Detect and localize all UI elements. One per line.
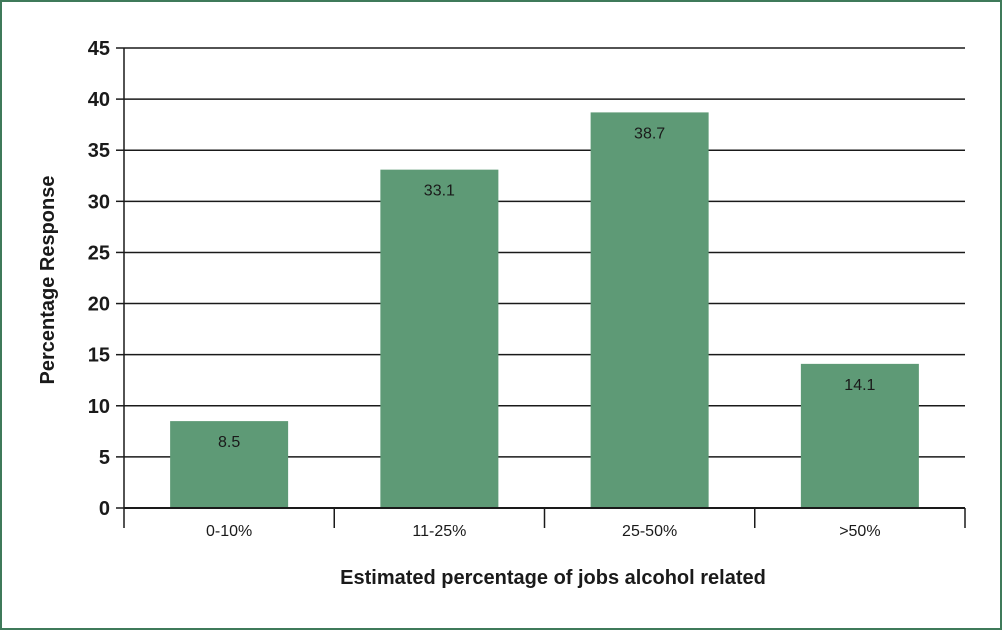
y-axis-title: Percentage Response (37, 176, 59, 385)
y-tick-label: 35 (88, 140, 110, 162)
x-tick-labels: 0-10% 11-25% 25-50% >50% (206, 523, 881, 540)
bar-value-label: 8.5 (218, 434, 240, 451)
bars (170, 112, 919, 509)
bar-0-10 (170, 421, 289, 508)
axes (116, 47, 966, 528)
x-axis-title: Estimated percentage of jobs alcohol rel… (340, 567, 766, 589)
bar-25-50 (590, 112, 709, 509)
x-tick-label: 11-25% (412, 523, 466, 540)
bar-11-25 (380, 169, 499, 508)
y-tick-label: 0 (99, 498, 110, 520)
bar-value-label: 33.1 (424, 183, 455, 200)
grid-lines (124, 47, 965, 458)
data-labels: 8.5 33.1 38.7 14.1 (218, 125, 876, 451)
y-tick-label: 30 (88, 191, 110, 213)
x-tick-label: 0-10% (206, 523, 252, 540)
bar-value-label: 38.7 (634, 125, 665, 142)
y-tick-label: 25 (88, 242, 110, 264)
y-tick-label: 20 (88, 294, 110, 316)
bar-value-label: 14.1 (844, 377, 875, 394)
y-tick-labels: 0 5 10 15 20 25 30 35 40 45 (88, 38, 110, 520)
bar-50 (800, 363, 919, 508)
y-tick-label: 5 (99, 447, 110, 469)
x-tick-label: >50% (839, 523, 880, 540)
y-tick-label: 40 (88, 89, 110, 111)
y-tick-label: 15 (88, 345, 110, 367)
y-tick-label: 10 (88, 396, 110, 418)
y-tick-label: 45 (88, 38, 110, 60)
x-tick-label: 25-50% (622, 523, 677, 540)
